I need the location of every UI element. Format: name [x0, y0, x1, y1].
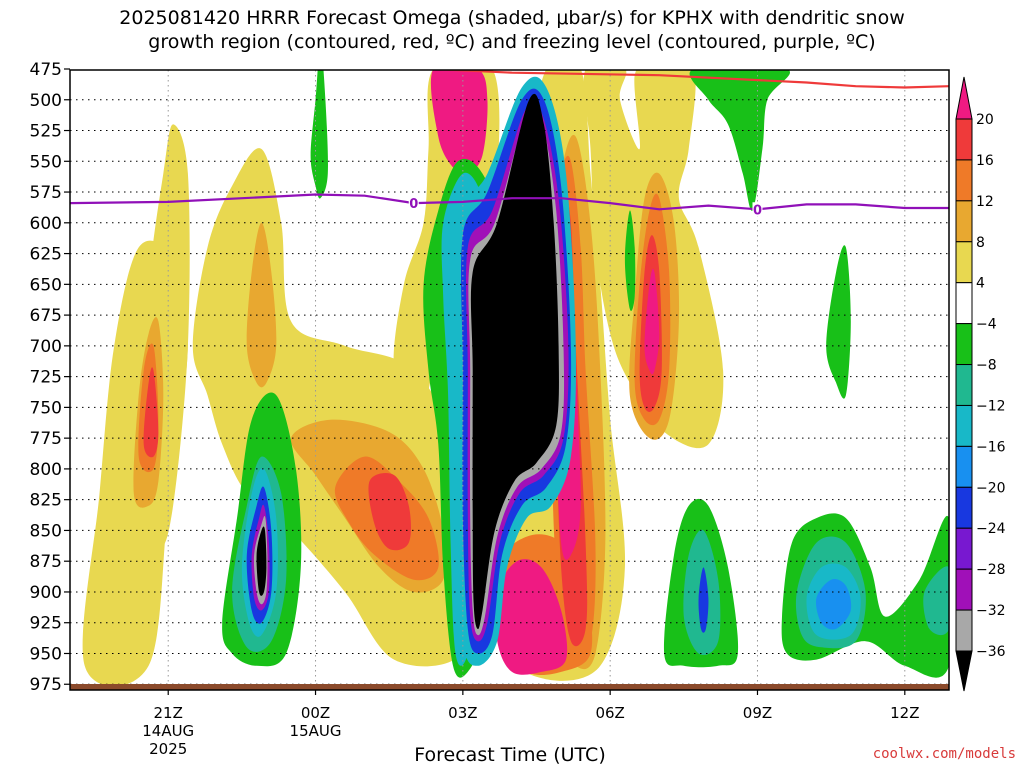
colorbar-segment-4 — [955, 282, 973, 325]
colorbar-segment-2 — [955, 200, 973, 243]
x-tick-label-12Z: 12Z — [890, 704, 919, 722]
colorbar-label-9: −20 — [976, 480, 1006, 496]
colorbar-segment-6 — [955, 364, 973, 406]
colorbar-label-12: −32 — [976, 603, 1006, 619]
y-tick-label-625: 625 — [30, 245, 62, 265]
omega-region-38 — [698, 567, 709, 633]
omega-region-25 — [624, 210, 636, 312]
dgz-contour-line — [433, 70, 949, 89]
omega-region-23 — [495, 559, 568, 675]
omega-region-26 — [689, 70, 790, 211]
y-tick-label-500: 500 — [30, 91, 62, 111]
colorbar-segment-7 — [955, 404, 973, 447]
credit-text: coolwx.com/models — [872, 746, 1016, 762]
y-tick-label-925: 925 — [30, 614, 62, 634]
freezing-level-label-0: 0 — [409, 197, 418, 212]
omega-region-20 — [430, 70, 488, 175]
omega-region-16 — [143, 367, 159, 458]
colorbar-label-10: −24 — [976, 521, 1006, 537]
omega-region-27 — [826, 245, 851, 399]
y-tick-label-600: 600 — [30, 214, 62, 234]
x-tick-label-06Z: 06Z — [595, 704, 624, 722]
x-tick-label-21Z: 21Z — [154, 704, 183, 722]
ground-surface — [70, 684, 949, 690]
colorbar-label-1: 16 — [976, 153, 994, 169]
y-tick-label-525: 525 — [30, 122, 62, 142]
y-tick-label-825: 825 — [30, 491, 62, 511]
colorbar-segment-11 — [955, 568, 973, 611]
freezing-level-line — [70, 193, 949, 211]
y-tick-label-975: 975 — [30, 675, 62, 695]
colorbar-segment-1 — [955, 159, 973, 202]
y-tick-label-650: 650 — [30, 275, 62, 295]
omega-region-35 — [923, 566, 949, 636]
colorbar-label-8: −16 — [976, 439, 1006, 455]
colorbar-segment-0 — [955, 118, 973, 161]
colorbar-segment-10 — [955, 527, 973, 570]
y-tick-label-700: 700 — [30, 337, 62, 357]
colorbar-top-arrow — [955, 76, 973, 120]
colorbar-label-0: 20 — [976, 112, 994, 128]
x-axis-label: Forecast Time (UTC) — [414, 744, 606, 766]
colorbar-label-3: 8 — [976, 235, 985, 251]
y-axis: 475 500 525 550 575 600 625 650 675 700 725 750 775 8… — [30, 60, 70, 695]
freezing-level-label-1: 0 — [753, 203, 762, 218]
x-tick-year-21Z: 2025 — [149, 740, 187, 758]
y-tick-label-725: 725 — [30, 368, 62, 388]
colorbar-label-2: 12 — [976, 194, 994, 210]
colorbar-segment-5 — [955, 323, 973, 366]
colorbar: 20 16 12 8 4 −4 −8 −12 −16 −20 −24 −28 −32 −36 — [955, 76, 1006, 692]
omega-region-22 — [644, 268, 660, 375]
y-tick-label-900: 900 — [30, 583, 62, 603]
colorbar-label-13: −36 — [976, 644, 1006, 660]
colorbar-segment-9 — [955, 486, 973, 529]
freezing-label-bg-1 — [752, 202, 763, 217]
plot-frame — [69, 69, 950, 691]
colorbar-segment-8 — [955, 445, 973, 488]
colorbar-bottom-arrow — [955, 650, 973, 692]
omega-region-49 — [470, 93, 559, 630]
x-tick-date-00Z: 15AUG — [290, 722, 342, 740]
x-tick-label-03Z: 03Z — [448, 704, 477, 722]
chart-title: 2025081420 HRRR Forecast Omega (shaded, … — [119, 7, 905, 53]
y-tick-label-850: 850 — [30, 521, 62, 541]
colorbar-label-5: −4 — [976, 317, 997, 333]
colorbar-label-11: −28 — [976, 562, 1006, 578]
y-tick-label-875: 875 — [30, 552, 62, 572]
omega-region-17 — [368, 473, 411, 551]
y-tick-label-575: 575 — [30, 183, 62, 203]
colorbar-segment-12 — [955, 609, 973, 652]
y-tick-label-550: 550 — [30, 152, 62, 172]
colorbar-label-6: −8 — [976, 358, 997, 374]
omega-shading — [82, 70, 949, 687]
colorbar-segment-3 — [955, 241, 973, 284]
y-tick-label-675: 675 — [30, 306, 62, 326]
y-tick-label-950: 950 — [30, 644, 62, 664]
omega-region-24 — [310, 70, 328, 199]
x-tick-date-21Z: 14AUG — [142, 722, 194, 740]
y-tick-label-750: 750 — [30, 398, 62, 418]
x-tick-label-09Z: 09Z — [743, 704, 772, 722]
omega-region-44 — [256, 526, 267, 596]
y-tick-label-775: 775 — [30, 429, 62, 449]
colorbar-label-7: −12 — [976, 398, 1006, 414]
colorbar-label-4: 4 — [976, 276, 985, 292]
y-tick-label-800: 800 — [30, 460, 62, 480]
omega-region-37 — [815, 579, 852, 630]
x-tick-label-00Z: 00Z — [301, 704, 330, 722]
grid-lines — [70, 70, 949, 690]
y-tick-label-475: 475 — [30, 60, 62, 80]
freezing-label-bg-0 — [408, 196, 419, 211]
